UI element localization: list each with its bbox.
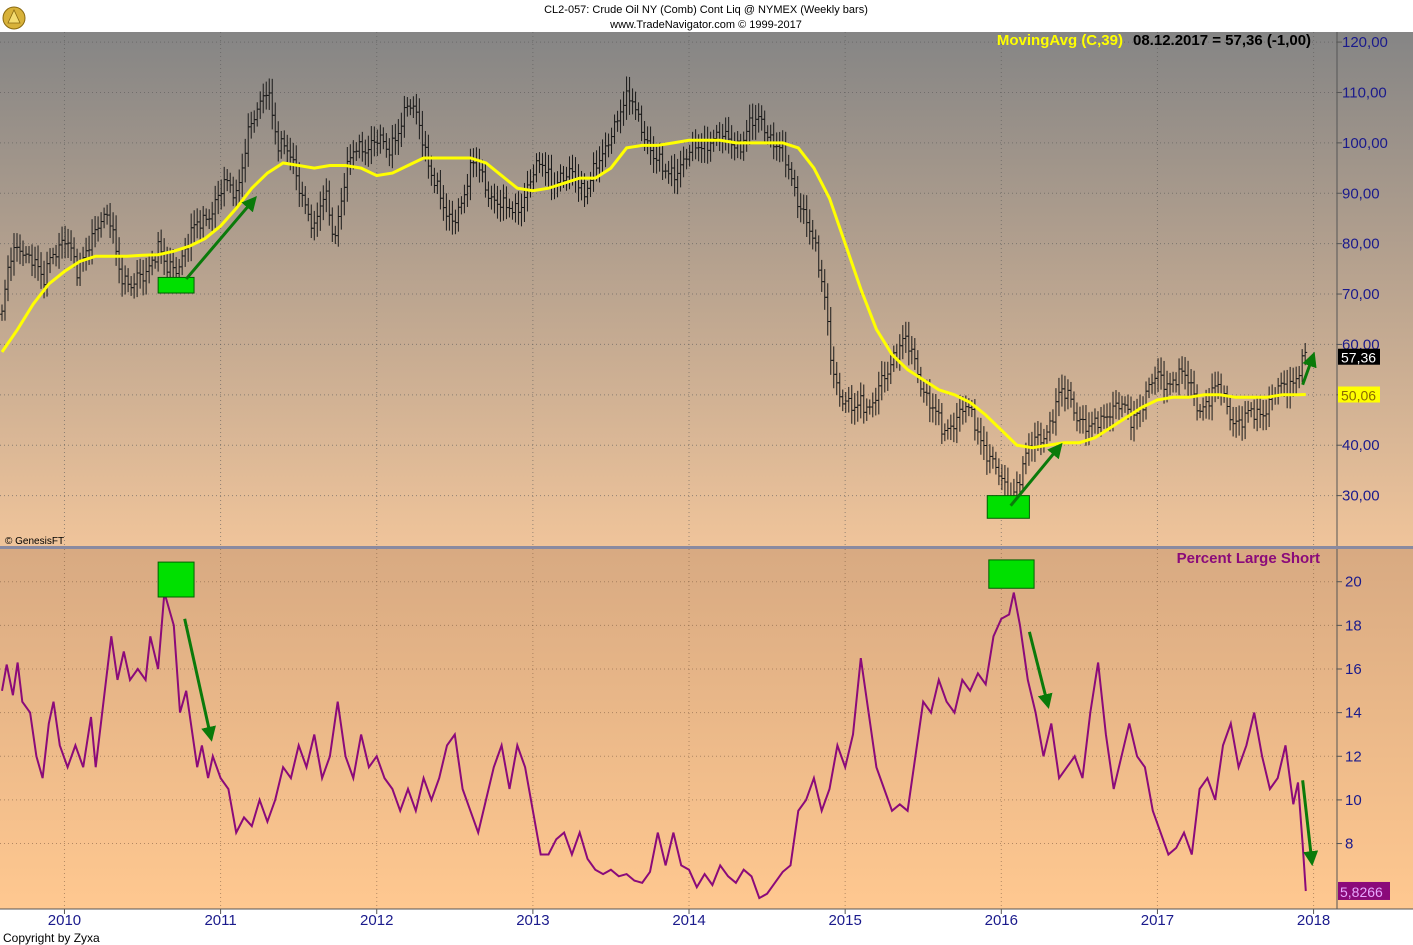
x-tick-label: 2017 bbox=[1141, 912, 1174, 929]
top-arrows bbox=[185, 196, 1317, 507]
bottom-y-tick-label: 16 bbox=[1345, 661, 1362, 678]
source-label: © GenesisFT bbox=[5, 536, 64, 547]
bottom-y-tick-label: 8 bbox=[1345, 836, 1353, 853]
bottom-grid bbox=[0, 549, 1337, 909]
top-arrow bbox=[1301, 351, 1317, 386]
bottom-y-axis: 8 10 12 14 16 18 20 bbox=[1337, 574, 1362, 853]
logo-icon bbox=[2, 6, 26, 30]
bottom-highlight-boxes bbox=[157, 559, 1035, 598]
x-tick-label: 2012 bbox=[360, 912, 393, 929]
bottom-panel-bg bbox=[0, 549, 1413, 909]
x-axis: 2010 2011 2012 2013 2014 2015 2016 2017 2018 bbox=[48, 909, 1330, 929]
top-highlight-box bbox=[986, 495, 1030, 519]
top-y-tick-label: 80,00 bbox=[1342, 236, 1380, 253]
ma-value-box bbox=[1338, 386, 1380, 403]
bottom-arrow bbox=[1027, 631, 1053, 709]
x-tick-label: 2010 bbox=[48, 912, 81, 929]
x-tick-label: 2015 bbox=[828, 912, 861, 929]
x-tick-label: 2011 bbox=[204, 912, 236, 929]
top-y-tick-label: 40,00 bbox=[1342, 437, 1380, 454]
x-tick-label: 2016 bbox=[985, 912, 1018, 929]
bottom-y-tick-label: 14 bbox=[1345, 705, 1362, 722]
percent-large-short-label: Percent Large Short bbox=[1177, 550, 1320, 567]
bottom-y-tick-label: 10 bbox=[1345, 792, 1362, 809]
top-y-tick-label: 90,00 bbox=[1342, 185, 1380, 202]
top-arrow bbox=[185, 196, 257, 280]
top-y-tick-label: 110,00 bbox=[1342, 84, 1387, 101]
last-percent-label: 5,8266 bbox=[1340, 884, 1383, 900]
x-axis-bg bbox=[0, 909, 1413, 945]
header-bar bbox=[0, 0, 1413, 32]
bottom-arrows bbox=[183, 618, 1319, 867]
bottom-y-tick-label: 18 bbox=[1345, 617, 1362, 634]
bottom-highlight-box bbox=[988, 559, 1035, 589]
last-price-label: 57,36 bbox=[1341, 350, 1376, 366]
moving-average-label: MovingAvg (C,39) bbox=[997, 32, 1123, 49]
bottom-y-tick-label: 20 bbox=[1345, 574, 1362, 591]
bottom-arrow bbox=[1301, 780, 1319, 867]
last-percent-box bbox=[1338, 881, 1390, 900]
bottom-highlight-box bbox=[157, 561, 195, 598]
top-highlight-boxes bbox=[157, 276, 1030, 519]
moving-average-line bbox=[0, 138, 1306, 450]
bottom-arrow bbox=[183, 618, 216, 742]
status-text: 08.12.2017 = 57,36 (-1,00) bbox=[1133, 32, 1311, 49]
percent-large-short-line bbox=[1, 592, 1307, 900]
ma-value-label: 50,06 bbox=[1341, 388, 1376, 404]
chart-subtitle: www.TradeNavigator.com © 1999-2017 bbox=[609, 19, 802, 31]
top-y-tick-label: 100,00 bbox=[1342, 135, 1388, 152]
bottom-y-tick-label: 12 bbox=[1345, 748, 1362, 765]
top-arrow bbox=[1009, 442, 1063, 507]
chart-title: CL2-057: Crude Oil NY (Comb) Cont Liq @ … bbox=[544, 4, 868, 16]
top-highlight-box bbox=[157, 276, 195, 294]
copyright-label: Copyright by Zyxa bbox=[3, 931, 100, 945]
top-panel-bg bbox=[0, 32, 1413, 547]
x-tick-label: 2013 bbox=[516, 912, 549, 929]
panel-divider bbox=[0, 546, 1413, 549]
last-price-box bbox=[1338, 348, 1380, 365]
top-y-tick-label: 120,00 bbox=[1342, 34, 1388, 51]
x-tick-label: 2018 bbox=[1297, 912, 1330, 929]
top-y-tick-label: 30,00 bbox=[1342, 488, 1380, 505]
top-y-tick-label: 70,00 bbox=[1342, 286, 1380, 303]
x-tick-label: 2014 bbox=[672, 912, 705, 929]
